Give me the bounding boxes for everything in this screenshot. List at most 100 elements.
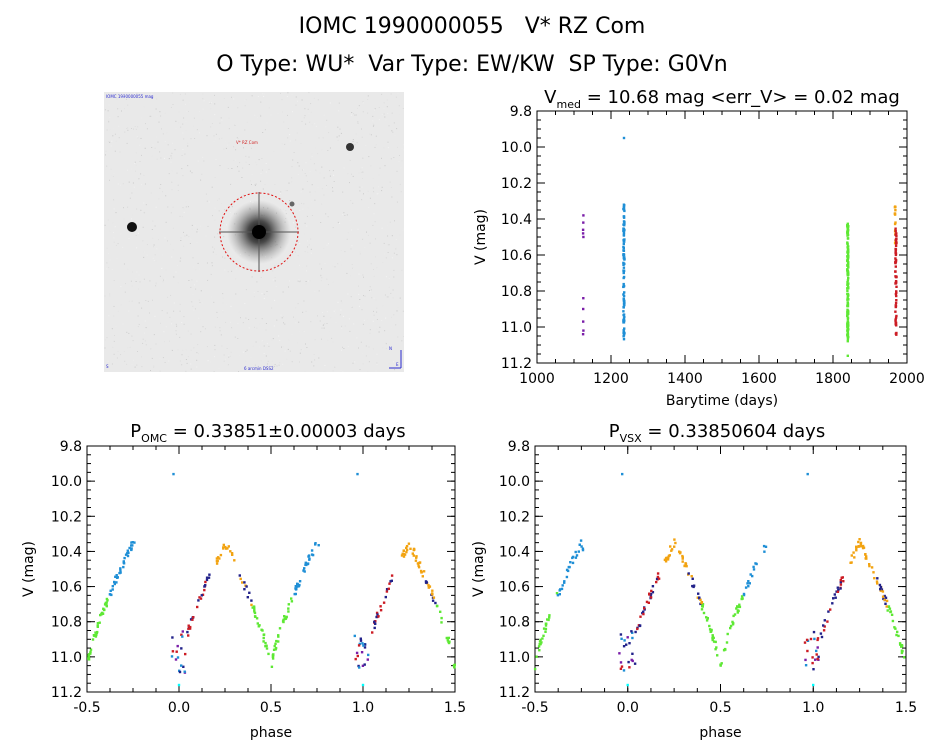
data-point xyxy=(623,291,626,294)
data-point xyxy=(575,554,579,557)
data-point xyxy=(885,605,888,608)
finder-noise-pixel xyxy=(346,238,348,240)
finder-noise-pixel xyxy=(279,365,281,367)
data-point xyxy=(846,234,849,237)
data-point xyxy=(898,642,902,645)
finder-noise-pixel xyxy=(304,115,306,117)
finder-noise-pixel xyxy=(362,323,364,325)
data-point xyxy=(744,586,748,589)
finder-noise-pixel xyxy=(383,108,385,110)
finder-noise-pixel xyxy=(131,128,132,129)
finder-noise-pixel xyxy=(357,107,358,109)
finder-noise-pixel xyxy=(375,256,376,258)
finder-noise-pixel xyxy=(287,128,289,129)
finder-noise-pixel xyxy=(282,363,284,365)
data-point xyxy=(216,559,219,563)
finder-noise-pixel xyxy=(145,204,147,206)
data-point xyxy=(861,544,865,548)
finder-noise-pixel xyxy=(129,346,131,348)
finder-noise-pixel xyxy=(306,240,308,242)
finder-noise-pixel xyxy=(281,346,282,348)
finder-noise-pixel xyxy=(376,364,378,366)
finder-noise-pixel xyxy=(106,247,108,249)
finder-noise-pixel xyxy=(274,364,276,365)
data-point xyxy=(894,265,897,268)
finder-noise-pixel xyxy=(265,341,266,342)
finder-noise-pixel xyxy=(196,353,198,355)
finder-noise-pixel xyxy=(337,221,339,223)
finder-noise-pixel xyxy=(349,182,350,184)
finder-noise-pixel xyxy=(396,310,398,312)
finder-noise-pixel xyxy=(162,357,164,359)
finder-noise-pixel xyxy=(220,117,222,119)
finder-noise-pixel xyxy=(295,322,297,324)
plot-frame xyxy=(534,445,907,693)
finder-noise-pixel xyxy=(397,336,399,338)
data-point xyxy=(894,316,898,319)
data-point xyxy=(893,626,896,629)
data-point xyxy=(895,314,898,318)
finder-noise-pixel xyxy=(223,360,225,362)
finder-noise-pixel xyxy=(214,248,215,250)
data-point xyxy=(115,574,118,577)
data-point xyxy=(891,619,895,623)
finder-noise-pixel xyxy=(124,291,126,293)
finder-noise-pixel xyxy=(160,322,161,324)
finder-noise-pixel xyxy=(245,155,247,157)
data-point xyxy=(416,562,420,565)
finder-noise-pixel xyxy=(141,211,143,212)
finder-noise-pixel xyxy=(190,286,192,288)
finder-noise-pixel xyxy=(361,186,363,188)
finder-noise-pixel xyxy=(349,159,351,161)
finder-noise-pixel xyxy=(292,222,294,224)
finder-noise-pixel xyxy=(131,214,133,216)
finder-noise-pixel xyxy=(298,218,300,220)
data-point xyxy=(560,587,564,591)
finder-noise-pixel xyxy=(230,183,232,185)
finder-noise-pixel xyxy=(108,104,110,106)
finder-noise-pixel xyxy=(299,361,300,363)
finder-noise-pixel xyxy=(222,256,224,258)
data-point xyxy=(889,610,892,614)
finder-noise-pixel xyxy=(215,158,217,160)
data-point xyxy=(186,630,189,634)
data-point xyxy=(379,609,383,612)
finder-noise-pixel xyxy=(120,354,122,356)
finder-noise-pixel xyxy=(320,274,322,276)
data-point xyxy=(895,285,898,288)
finder-noise-pixel xyxy=(144,211,146,213)
finder-noise-pixel xyxy=(199,225,201,227)
finder-noise-pixel xyxy=(199,303,201,305)
data-point xyxy=(361,683,365,687)
data-point xyxy=(250,599,253,602)
x-tick-label: 1.0 xyxy=(352,700,374,716)
finder-noise-pixel xyxy=(295,251,296,253)
data-point xyxy=(581,228,585,231)
finder-noise-pixel xyxy=(309,171,311,173)
finder-noise-pixel xyxy=(376,319,378,320)
data-point xyxy=(899,643,902,646)
data-point xyxy=(878,583,882,587)
data-point xyxy=(561,584,564,587)
finder-noise-pixel xyxy=(371,297,373,299)
finder-noise-pixel xyxy=(361,352,363,354)
data-point xyxy=(868,563,871,566)
data-point xyxy=(290,600,294,603)
finder-noise-pixel xyxy=(271,360,273,362)
data-point xyxy=(729,624,733,628)
finder-noise-pixel xyxy=(189,243,191,244)
data-point xyxy=(389,580,392,583)
finder-noise-pixel xyxy=(265,163,267,164)
finder-noise-pixel xyxy=(305,343,306,345)
data-point xyxy=(104,601,107,605)
finder-noise-pixel xyxy=(112,135,114,137)
finder-noise-pixel xyxy=(141,366,143,368)
finder-noise-pixel xyxy=(202,98,204,100)
data-point xyxy=(187,634,190,637)
data-point xyxy=(548,614,551,617)
data-point xyxy=(847,298,850,301)
finder-noise-pixel xyxy=(393,157,395,158)
finder-noise-pixel xyxy=(199,302,201,303)
finder-noise-pixel xyxy=(135,281,137,282)
finder-noise-pixel xyxy=(310,248,312,250)
